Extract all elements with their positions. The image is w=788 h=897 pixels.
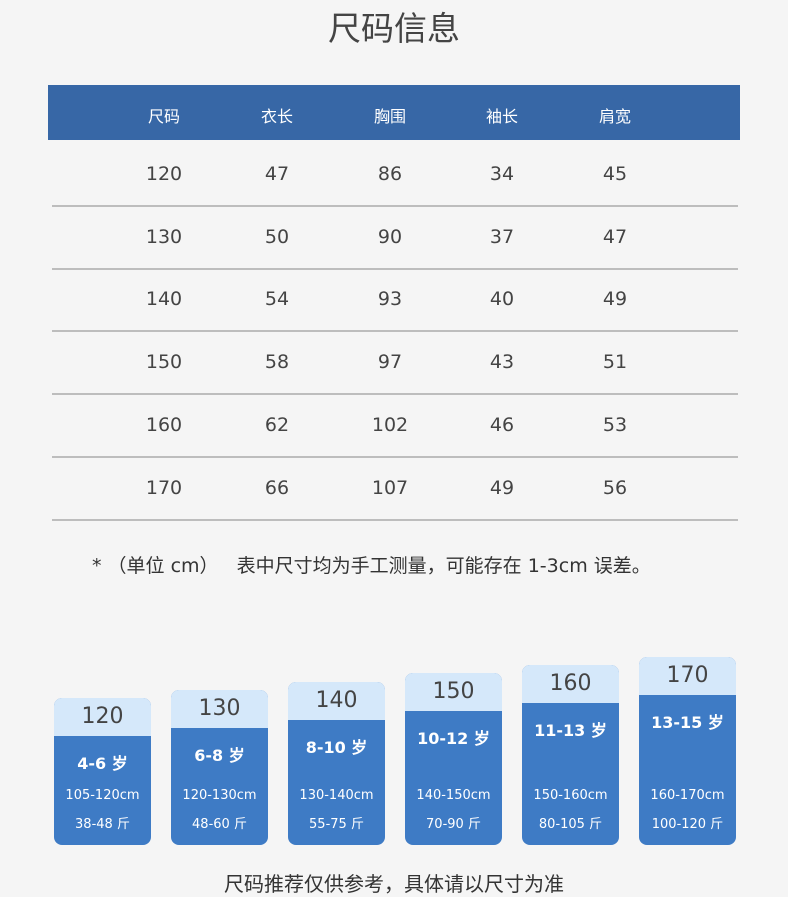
table-cell: 53 [602,413,628,436]
size-card: 170 13-15 岁 160-170cm 100-120 斤 [639,657,736,845]
table-cell: 37 [489,225,515,248]
card-weight: 80-105 斤 [538,816,603,832]
footer: 尺码推荐仅供参考，具体请以尺寸为准 [224,872,564,896]
card-age: 10-12 岁 [417,729,490,749]
size-card: 140 8-10 岁 130-140cm 55-75 斤 [288,681,385,845]
table-cell: 120 [145,163,183,185]
row-divider [52,267,738,270]
card-size: 160 [522,665,619,704]
header-cell: 胸围 [373,107,406,126]
card-size: 130 [171,689,268,728]
card-size: 150 [405,673,502,712]
table-cell: 58 [264,351,290,374]
row-divider [52,393,738,396]
card-weight: 100-120 斤 [651,817,724,832]
table-cell: 102 [371,413,409,436]
card-age: 4-6 岁 [77,754,128,773]
card-size: 170 [639,657,736,695]
table-cell: 54 [264,288,290,311]
table-cell: 34 [489,163,515,185]
table-cell: 62 [264,413,290,436]
card-age: 13-15 岁 [651,713,724,732]
size-card: 130 6-8 岁 120-130cm 48-60 斤 [171,689,268,845]
table-cell: 47 [602,225,628,248]
card-weight: 55-75 斤 [309,816,364,832]
card-weight: 48-60 斤 [192,816,247,832]
card-age: 11-13 岁 [534,721,607,741]
note-unit: （单位 cm） [107,555,219,577]
title: 尺码信息 [328,9,460,48]
header-cell: 袖长 [485,107,518,126]
table-cell: 130 [145,225,183,248]
card-size: 140 [288,681,385,720]
table-cell: 49 [602,288,628,311]
table-cell: 49 [489,476,515,499]
table-cell: 51 [602,351,628,374]
header-cell: 尺码 [147,107,180,126]
table-cell: 47 [264,163,290,185]
card-size: 120 [54,698,151,736]
table-cell: 86 [377,163,403,185]
table-cell: 140 [145,288,183,311]
header-cell: 肩宽 [598,107,631,126]
note-mark: * [92,555,102,577]
card-age: 8-10 岁 [305,737,368,757]
note: * （单位 cm） 表中尺寸均为手工测量，可能存在 1-3cm 误差。 [92,551,651,578]
card-height: 130-140cm [299,787,374,803]
card-age: 6-8 岁 [194,745,245,765]
note-text: 表中尺寸均为手工测量，可能存在 1-3cm 误差。 [236,555,651,577]
table-cell: 45 [602,163,628,185]
table-cell: 160 [145,413,183,436]
row-divider [52,518,738,521]
header-cell: 衣长 [260,107,293,126]
table-cell: 43 [489,351,515,374]
card-height: 160-170cm [650,788,725,803]
table-cell: 40 [489,288,515,311]
row-divider [52,455,738,458]
table-cell: 107 [371,476,409,499]
card-height: 105-120cm [65,788,140,803]
table-cell: 66 [264,476,290,499]
card-weight: 70-90 斤 [426,816,481,832]
row-divider [52,330,738,333]
card-weight: 38-48 斤 [75,817,130,832]
card-height: 120-130cm [182,787,257,803]
card-height: 150-160cm [533,787,608,803]
table-header: 尺码 衣长 胸围 袖长 肩宽 [48,85,740,140]
size-card: 160 11-13 岁 150-160cm 80-105 斤 [522,665,619,845]
table-cell: 150 [145,351,183,374]
card-height: 140-150cm [416,787,491,803]
size-card: 120 4-6 岁 105-120cm 38-48 斤 [54,698,151,845]
table-cell: 93 [377,288,403,311]
table-cell: 56 [602,476,628,499]
table-cell: 97 [377,351,403,374]
row-divider [52,205,738,207]
table-cell: 46 [489,413,515,436]
table-cell: 170 [145,476,183,499]
size-card: 150 10-12 岁 140-150cm 70-90 斤 [405,673,502,845]
table-cell: 90 [377,225,403,248]
table-cell: 50 [264,225,290,248]
